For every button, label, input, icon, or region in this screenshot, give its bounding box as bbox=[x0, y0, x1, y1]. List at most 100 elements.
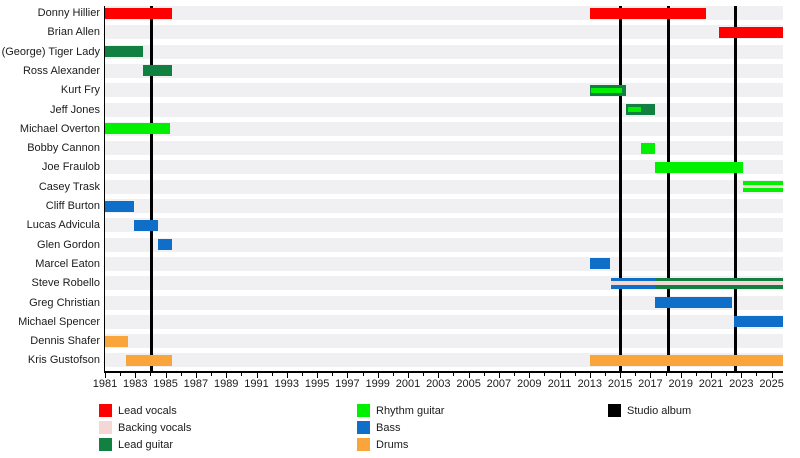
legend-column-rhythm-bass-drums: Rhythm guitar Bass Drums bbox=[357, 404, 444, 455]
studio-album-line bbox=[733, 6, 737, 371]
axis-tick-label: 2013 bbox=[577, 378, 603, 390]
axis-tick-label: 2025 bbox=[759, 378, 784, 390]
timeline-row-band bbox=[105, 83, 783, 98]
axis-tick-label: 1987 bbox=[183, 378, 209, 390]
axis-major-tick bbox=[711, 372, 713, 378]
axis-major-tick bbox=[256, 372, 258, 378]
member-label: Joe Fraulob bbox=[41, 161, 100, 174]
tenure-bar bbox=[654, 161, 743, 173]
axis-minor-tick bbox=[392, 372, 394, 376]
axis-minor-tick bbox=[483, 372, 485, 376]
axis-major-tick bbox=[771, 372, 773, 378]
axis-minor-tick bbox=[756, 372, 758, 376]
bass-swatch-icon bbox=[357, 421, 370, 434]
backing-vocals-stripe bbox=[654, 281, 783, 285]
timeline-row-band bbox=[105, 25, 783, 40]
axis-major-tick bbox=[650, 372, 652, 378]
tenure-bar bbox=[158, 239, 172, 251]
member-label: Casey Trask bbox=[38, 180, 100, 193]
member-label: Cliff Burton bbox=[45, 200, 100, 212]
tenure-bar bbox=[105, 123, 171, 135]
axis-tick-label: 1991 bbox=[244, 378, 269, 390]
tenure-bar bbox=[105, 46, 143, 58]
legend-label: Lead vocals bbox=[118, 404, 177, 417]
axis-minor-tick bbox=[604, 372, 606, 376]
timeline-row-band bbox=[105, 179, 783, 194]
axis-minor-tick bbox=[301, 372, 303, 376]
timeline-row-band bbox=[105, 102, 783, 117]
axis-major-tick bbox=[226, 372, 228, 378]
axis-tick-label: 1999 bbox=[365, 378, 390, 390]
timeline-row-band bbox=[105, 295, 783, 310]
member-label: Steve Robello bbox=[31, 277, 101, 290]
legend-item-backing-vocals: Backing vocals bbox=[99, 421, 191, 434]
member-label: (George) Tiger Lady bbox=[1, 45, 100, 58]
axis-minor-tick bbox=[120, 372, 122, 376]
legend-item-lead-vocals: Lead vocals bbox=[99, 404, 191, 417]
axis-major-tick bbox=[105, 372, 106, 378]
axis-tick-label: 1985 bbox=[153, 378, 178, 390]
studio-album-line bbox=[150, 6, 154, 371]
axis-tick-label: 2019 bbox=[668, 378, 693, 390]
timeline-row-band bbox=[105, 160, 783, 175]
axis-major-tick bbox=[408, 372, 410, 378]
axis-major-tick bbox=[680, 372, 682, 378]
axis-tick-label: 2023 bbox=[729, 378, 754, 390]
axis-tick-label: 1983 bbox=[123, 378, 148, 390]
member-label: Dennis Shafer bbox=[30, 335, 100, 348]
member-label: Michael Overton bbox=[19, 122, 100, 135]
axis-minor-tick bbox=[514, 372, 516, 376]
tenure-bar bbox=[105, 200, 134, 212]
y-axis-line bbox=[103, 6, 105, 371]
rhythm-guitar-swatch-icon bbox=[357, 404, 370, 417]
member-label: Brian Allen bbox=[47, 26, 100, 39]
tenure-bar bbox=[589, 354, 783, 366]
axis-major-tick bbox=[438, 372, 440, 378]
studio-album-swatch-icon bbox=[608, 404, 621, 417]
axis-tick-label: 2001 bbox=[395, 378, 421, 390]
legend-label: Drums bbox=[376, 438, 409, 451]
legend-item-drums: Drums bbox=[357, 438, 444, 451]
secondary-role-stripe bbox=[627, 107, 642, 112]
tenure-bar bbox=[126, 354, 172, 366]
tenure-bar bbox=[589, 258, 610, 270]
timeline-row-band bbox=[105, 121, 783, 136]
drums-swatch-icon bbox=[357, 438, 370, 451]
axis-minor-tick bbox=[211, 372, 213, 376]
axis-minor-tick bbox=[665, 372, 667, 376]
timeline-row-band bbox=[105, 44, 783, 59]
legend: Lead vocals Backing vocals Lead guitar R… bbox=[0, 404, 800, 458]
axis-major-tick bbox=[195, 372, 197, 378]
timeline-row-band bbox=[105, 199, 783, 213]
axis-major-tick bbox=[165, 372, 167, 378]
tenure-bar bbox=[641, 142, 655, 154]
axis-major-tick bbox=[589, 372, 591, 378]
secondary-role-stripe bbox=[591, 87, 622, 93]
axis-minor-tick bbox=[726, 372, 728, 376]
timeline-row-band bbox=[105, 218, 783, 233]
legend-label: Backing vocals bbox=[118, 421, 192, 434]
axis-minor-tick bbox=[635, 372, 637, 376]
member-label: Greg Christian bbox=[29, 296, 100, 309]
member-label: Jeff Jones bbox=[50, 103, 100, 116]
axis-minor-tick bbox=[180, 372, 182, 376]
legend-label: Lead guitar bbox=[118, 438, 174, 451]
axis-major-tick bbox=[468, 372, 470, 378]
axis-minor-tick bbox=[574, 372, 576, 376]
timeline-row-band bbox=[105, 334, 783, 349]
legend-item-bass: Bass bbox=[357, 421, 444, 434]
axis-tick-label: 2007 bbox=[486, 378, 512, 390]
lead-guitar-swatch-icon bbox=[99, 438, 112, 451]
legend-column-vocals-leadguitar: Lead vocals Backing vocals Lead guitar bbox=[99, 404, 191, 455]
tenure-bar bbox=[589, 7, 707, 19]
backing-vocals-swatch-icon bbox=[99, 421, 112, 434]
legend-item-studio-album: Studio album bbox=[608, 404, 691, 417]
axis-minor-tick bbox=[453, 372, 455, 376]
axis-tick-label: 1995 bbox=[304, 378, 330, 390]
legend-label: Studio album bbox=[627, 404, 692, 417]
tenure-bar bbox=[105, 7, 172, 19]
axis-tick-label: 1989 bbox=[213, 378, 239, 390]
member-label: Donny Hillier bbox=[37, 7, 100, 19]
axis-major-tick bbox=[559, 372, 561, 378]
